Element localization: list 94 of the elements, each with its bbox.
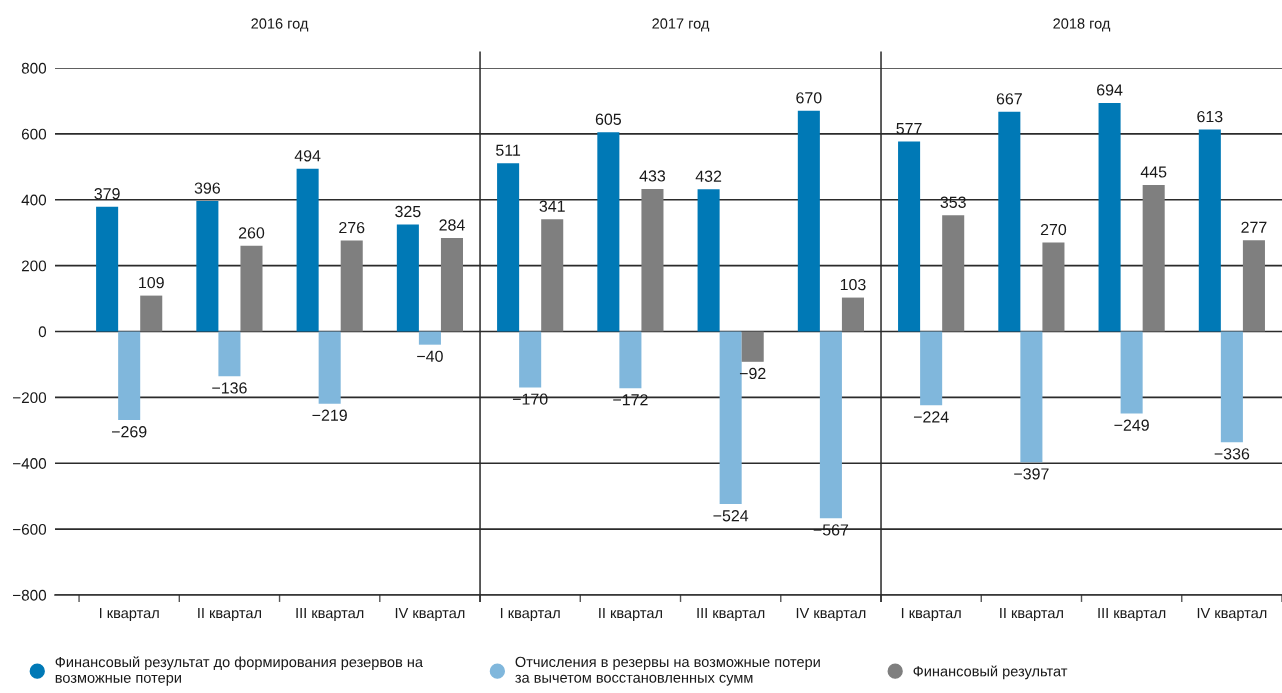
bar: [1220, 331, 1243, 443]
bar: [641, 188, 664, 332]
bar: [196, 201, 219, 332]
data-label: −249: [1114, 419, 1149, 431]
x-tick-label: II квартал: [599, 608, 662, 622]
data-label: 432: [695, 170, 722, 182]
data-label: 670: [796, 92, 822, 104]
bar: [418, 331, 441, 345]
x-tick-label: IV квартал: [796, 608, 866, 622]
y-tick-label: 400: [21, 194, 47, 206]
bar: [1120, 331, 1143, 414]
data-label: 341: [539, 200, 565, 212]
y-tick-label: 600: [21, 128, 47, 140]
data-label: −524: [713, 510, 749, 522]
data-label: −269: [111, 426, 147, 438]
bar: [497, 163, 520, 332]
data-label: 276: [339, 221, 365, 234]
data-label: 433: [639, 170, 666, 182]
legend-label: Финансовый результат до формирования резервов на возможные потери: [55, 656, 424, 686]
x-tick-label: I квартал: [901, 608, 961, 622]
legend-label: Финансовый результат: [913, 665, 1068, 680]
bar: [519, 331, 542, 388]
y-tick-label: −200: [13, 392, 47, 404]
data-label: 277: [1241, 221, 1267, 233]
data-label: 284: [439, 219, 465, 231]
data-label: −224: [913, 411, 949, 423]
x-tick-label: I квартал: [99, 608, 159, 622]
x-tick-label: I квартал: [500, 608, 560, 622]
text: 2018 год: [1053, 18, 1111, 32]
bar: [1042, 242, 1065, 332]
data-label: 445: [1140, 166, 1167, 178]
data-label: −40: [417, 350, 443, 362]
data-label: 325: [395, 205, 421, 218]
text: 2017 год: [652, 18, 710, 32]
bar: [1242, 240, 1265, 332]
data-label: 511: [496, 144, 521, 156]
data-label: 260: [238, 227, 265, 239]
y-tick-label: −400: [13, 458, 47, 469]
x-tick-label: IV квартал: [395, 608, 465, 622]
data-label: 694: [1097, 84, 1123, 96]
bar: [318, 331, 341, 404]
bar: [1098, 102, 1121, 332]
data-label: 613: [1197, 110, 1223, 123]
y-tick-label: −800: [13, 589, 47, 601]
bar: [697, 189, 720, 332]
bar: [741, 331, 764, 362]
y-tick-label: 0: [38, 326, 47, 338]
bar: [819, 331, 842, 519]
bar: [998, 111, 1021, 332]
bar: [619, 331, 642, 389]
data-label: 396: [194, 182, 220, 194]
bar: [597, 132, 620, 332]
bar: [1020, 331, 1043, 463]
bar: [218, 331, 241, 377]
y-tick-label: 200: [21, 260, 47, 272]
data-label: 109: [139, 276, 164, 289]
bar: [118, 331, 141, 421]
data-label: −136: [212, 382, 247, 394]
data-label: 270: [1040, 223, 1067, 236]
bar: [841, 297, 864, 332]
x-tick-label: III квартал: [296, 608, 364, 622]
bar: [541, 219, 564, 332]
x-tick-label: III квартал: [1098, 608, 1166, 622]
x-tick-label: II квартал: [1000, 608, 1063, 622]
data-label: 379: [94, 188, 120, 200]
bar: [296, 168, 319, 332]
x-tick-label: IV квартал: [1197, 608, 1267, 622]
bar: [719, 331, 742, 505]
data-label: 103: [840, 278, 866, 291]
bar: [240, 245, 263, 332]
bar: [340, 240, 363, 332]
bar: [140, 295, 163, 332]
bar: [1142, 184, 1165, 332]
bar: [96, 206, 119, 332]
data-label: 605: [595, 113, 622, 125]
bar: [942, 215, 965, 332]
text: 2016 год: [251, 18, 309, 32]
data-label: 577: [896, 122, 922, 135]
data-label: −336: [1214, 448, 1250, 460]
bar: [898, 141, 921, 332]
x-tick-label: III квартал: [697, 608, 765, 622]
data-label: −219: [312, 409, 347, 421]
bar: [440, 237, 463, 332]
data-label: 667: [996, 93, 1022, 105]
y-tick-label: 800: [21, 62, 47, 74]
bar: [797, 110, 820, 332]
data-label: 494: [294, 150, 321, 162]
data-label: −397: [1014, 468, 1049, 480]
legend-label: Отчисления в резервы на возможные потери за вычетом восстановленных сумм: [515, 656, 820, 686]
x-tick-label: II квартал: [198, 608, 261, 622]
bar: [396, 224, 419, 332]
y-tick-label: −600: [13, 523, 47, 535]
bar: [920, 331, 943, 406]
bar: [1198, 129, 1221, 332]
